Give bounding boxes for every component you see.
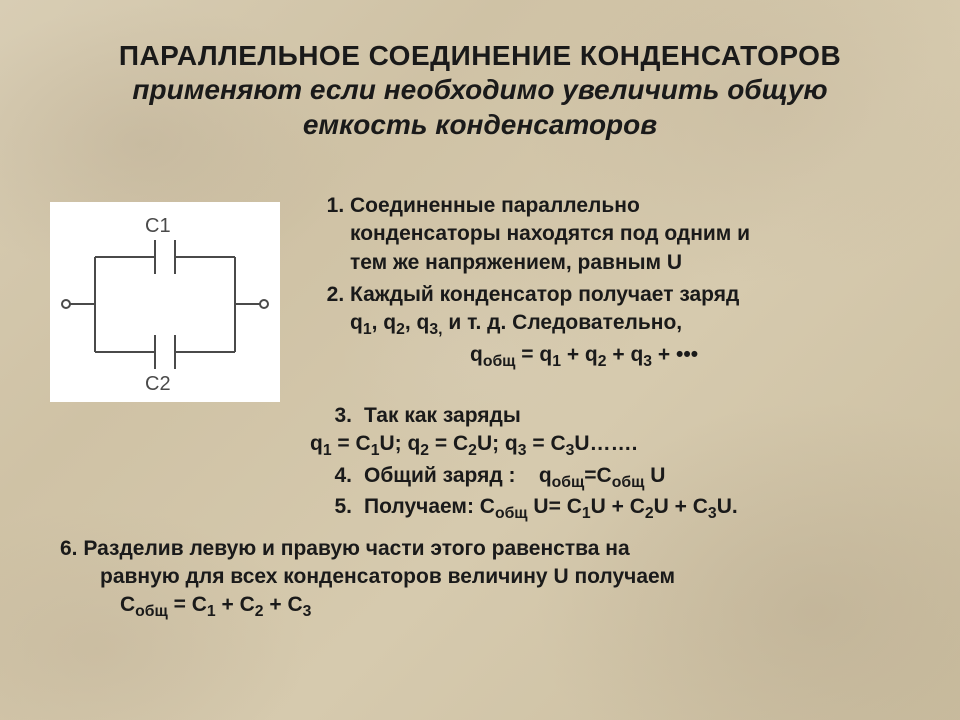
p3-line-b: q1 = C1U; q2 = C2U; q3 = C3U……. — [310, 430, 910, 461]
point-5: 5. Получаем: Cобщ U= C1U + C2U + C3U. — [310, 493, 910, 524]
p1-line-b: конденсаторы находятся под одним и — [350, 222, 750, 245]
circuit-diagram: C1 C2 — [50, 202, 280, 402]
point-1: Соединенные параллельно конденсаторы нах… — [350, 192, 910, 277]
point-6: 6. Разделив левую и правую части этого р… — [60, 535, 910, 623]
title-main: ПАРАЛЛЕЛЬНОЕ СОЕДИНЕНИЕ КОНДЕНСАТОРОВ — [50, 40, 910, 72]
p6-equation: Cобщ = C1 + C2 + C3 — [60, 591, 910, 622]
p6-line-a: 6. Разделив левую и правую части этого р… — [60, 537, 630, 560]
point-4: 4. Общий заряд : qобщ=Cобщ U — [310, 462, 910, 493]
point-3: 3. Так как заряды — [310, 402, 910, 430]
p5-text: Получаем: Cобщ U= C1U + C2U + C3U. — [364, 493, 910, 524]
p4-text: Общий заряд : qобщ=Cобщ U — [364, 462, 910, 493]
content-row: C1 C2 Соединенные параллельно конденсато… — [50, 192, 910, 402]
label-c1: C1 — [145, 215, 171, 237]
lower-list: 3. Так как заряды q1 = C1U; q2 = C2U; q3… — [310, 402, 910, 525]
p1-line-c: тем же напряжением, равным U — [350, 251, 682, 274]
p3-line-a: Так как заряды — [364, 402, 910, 430]
title-block: ПАРАЛЛЕЛЬНОЕ СОЕДИНЕНИЕ КОНДЕНСАТОРОВ пр… — [50, 40, 910, 142]
p2-line-b: q1, q2, q3, и т. д. Следовательно, — [350, 311, 682, 334]
ordered-list: Соединенные параллельно конденсаторы нах… — [300, 192, 910, 372]
title-sub-line-1: применяют если необходимо увеличить общу… — [50, 72, 910, 107]
slide: ПАРАЛЛЕЛЬНОЕ СОЕДИНЕНИЕ КОНДЕНСАТОРОВ пр… — [0, 0, 960, 720]
p6-line-b: равную для всех конденсаторов величину U… — [60, 563, 910, 591]
p2-equation: qобщ = q1 + q2 + q3 + ••• — [350, 341, 910, 372]
circuit-svg: C1 C2 — [50, 202, 280, 402]
list-block: Соединенные параллельно конденсаторы нах… — [300, 192, 910, 376]
label-c2: C2 — [145, 373, 171, 395]
p2-line-a: Каждый конденсатор получает заряд — [350, 283, 739, 306]
point-2: Каждый конденсатор получает заряд q1, q2… — [350, 281, 910, 372]
p1-line-a: Соединенные параллельно — [350, 194, 640, 217]
title-sub-line-2: емкость конденсаторов — [50, 107, 910, 142]
